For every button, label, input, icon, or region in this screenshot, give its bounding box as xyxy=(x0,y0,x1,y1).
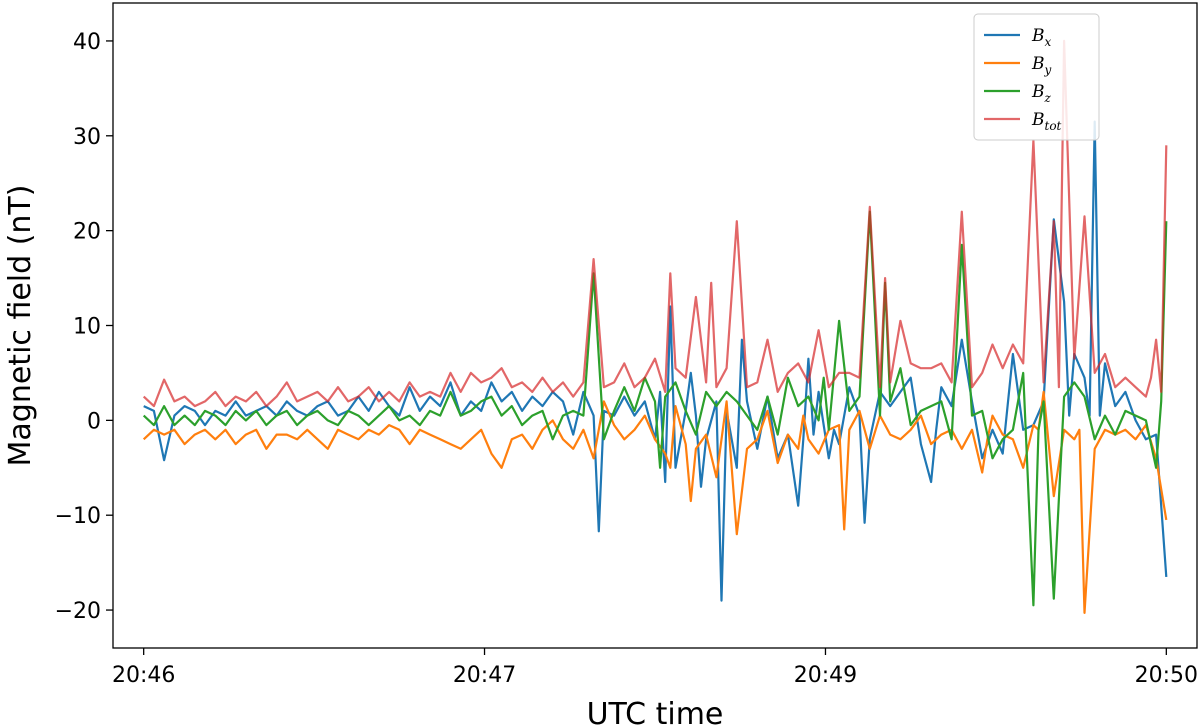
series-line-b-y xyxy=(142,390,1168,614)
y-tick-label: 30 xyxy=(73,125,101,150)
y-tick-label: −20 xyxy=(55,599,101,624)
legend-entry-b-x: Bx xyxy=(984,26,1052,49)
legend-label: Btot xyxy=(1031,110,1062,133)
x-tick-label: 20:46 xyxy=(112,663,175,688)
y-tick-label: 20 xyxy=(73,220,101,245)
series-layer xyxy=(142,39,1168,614)
series-line-b-x xyxy=(143,120,1168,602)
legend-box xyxy=(973,13,1100,141)
legend: Bx By Bz Btot xyxy=(973,13,1100,141)
legend-label: By xyxy=(1031,54,1052,77)
y-tick-label: 10 xyxy=(73,315,101,340)
legend-entry-b-tot: Btot xyxy=(984,110,1062,133)
series-line-b-tot xyxy=(142,39,1168,408)
x-tick-label: 20:50 xyxy=(1135,663,1198,688)
ticks-layer: 20:46 20:47 20:49 20:50 40 30 20 10 0 −10 −20 xyxy=(55,30,1198,688)
y-tick-label: 40 xyxy=(73,30,101,55)
series-line-b-z xyxy=(142,210,1168,607)
y-tick-label: −10 xyxy=(55,504,101,529)
y-axis-label: Magnetic field (nT) xyxy=(3,185,38,467)
legend-entry-b-y: By xyxy=(984,54,1052,77)
legend-label: Bx xyxy=(1031,26,1052,49)
y-tick-label: 0 xyxy=(87,409,101,434)
x-axis-label: UTC time xyxy=(587,697,724,728)
x-tick-label: 20:49 xyxy=(794,663,857,688)
legend-entry-b-z: Bz xyxy=(984,82,1052,105)
legend-label: Bz xyxy=(1031,82,1052,105)
x-tick-label: 20:47 xyxy=(453,663,516,688)
